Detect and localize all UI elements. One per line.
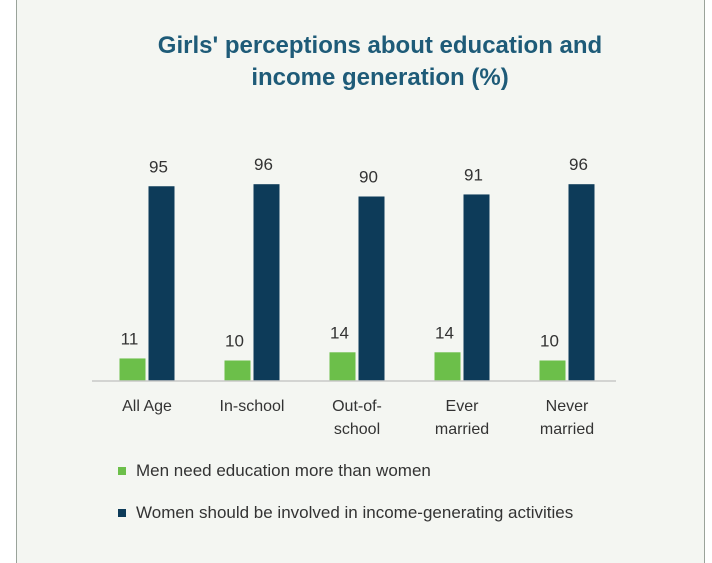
legend-label-series2: Women should be involved in income-gener… <box>136 503 574 522</box>
legend-item-series1: Men need education more than women <box>118 460 698 482</box>
bar-series2-4 <box>568 184 595 381</box>
bar-series1-4 <box>539 360 566 381</box>
data-label-series2-4: 96 <box>569 155 588 174</box>
chart-title: Girls' perceptions about education and i… <box>120 30 640 94</box>
chart-title-line2: income generation (%) <box>251 64 509 91</box>
x-tick-label-3-line1: Ever <box>446 398 480 415</box>
bar-series2-2 <box>358 196 385 381</box>
data-label-series1-0: 11 <box>121 329 139 348</box>
data-label-series1-4: 10 <box>540 332 559 351</box>
x-tick-label-2-line1: Out-of- <box>332 398 382 415</box>
legend-swatch-series1 <box>118 467 126 475</box>
data-label-series2-2: 90 <box>359 168 378 187</box>
x-tick-label-2-line2: school <box>334 421 380 438</box>
data-label-series1-1: 10 <box>225 332 244 351</box>
bar-series1-3 <box>434 352 461 381</box>
bar-series2-1 <box>253 184 280 381</box>
bar-series2-0 <box>148 186 175 381</box>
chart-title-line1: Girls' perceptions about education and <box>157 32 603 59</box>
x-tick-label-3-line2: married <box>435 421 489 438</box>
x-tick-label-1: In-school <box>220 398 285 415</box>
bar-series1-2 <box>329 352 356 381</box>
data-label-series2-3: 91 <box>464 165 483 184</box>
x-tick-label-0: All Age <box>122 398 172 415</box>
data-label-series2-0: 95 <box>149 157 168 176</box>
data-label-series1-2: 14 <box>330 323 349 342</box>
bar-series1-1 <box>224 360 251 381</box>
legend: Men need education more than women Women… <box>118 460 698 544</box>
x-tick-label-4-line2: married <box>540 421 594 438</box>
data-label-series2-1: 96 <box>254 155 273 174</box>
x-tick-label-4-line1: Never <box>546 398 589 415</box>
bar-series2-3 <box>463 194 490 381</box>
legend-label-series1: Men need education more than women <box>136 461 431 480</box>
legend-item-series2: Women should be involved in income-gener… <box>118 502 698 524</box>
data-label-series1-3: 14 <box>435 323 454 342</box>
bar-series1-0 <box>119 358 146 381</box>
legend-swatch-series2 <box>118 509 126 517</box>
